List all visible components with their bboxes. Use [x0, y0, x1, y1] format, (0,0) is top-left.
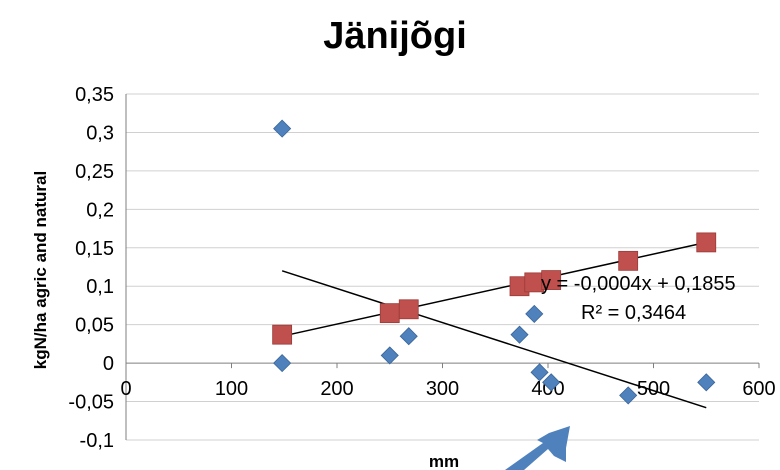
- trendline: [281, 270, 707, 409]
- data-point-diamond: [619, 386, 638, 405]
- r-squared-label: R² = 0,3464: [581, 302, 686, 324]
- data-point-diamond: [380, 346, 399, 365]
- data-point-square: [541, 270, 562, 290]
- data-point-diamond: [542, 373, 561, 392]
- y-tick-label: 0,2: [86, 199, 114, 221]
- data-point-diamond: [697, 373, 716, 392]
- y-axis-label: kgN/ha agric and natural: [31, 171, 50, 369]
- y-tick-label: 0: [103, 353, 114, 375]
- data-point-diamond: [530, 363, 549, 382]
- y-tick-label: 0,1: [86, 276, 114, 298]
- data-point-diamond: [510, 325, 529, 344]
- data-point-square: [398, 299, 419, 320]
- data-point-diamond: [525, 304, 544, 323]
- data-point-square: [696, 232, 717, 253]
- x-axis-label: mm: [429, 452, 459, 470]
- grid-lines: [125, 93, 760, 441]
- data-point-diamond: [399, 327, 418, 346]
- x-tick-label: 600: [742, 378, 775, 400]
- data-point-diamond: [273, 354, 292, 373]
- data-point-square: [379, 303, 400, 324]
- chart-title: Jänijõgi: [323, 15, 467, 57]
- x-tick-label: 100: [215, 378, 248, 400]
- trendline-equation: y = -0,0004x + 0,1855: [541, 273, 736, 295]
- x-tick-label: 300: [426, 378, 459, 400]
- data-point-diamond: [273, 119, 292, 138]
- y-tick-label: -0,1: [80, 430, 114, 452]
- x-tick-labels: 0 100 200 300 400 500 600: [120, 378, 775, 400]
- y-tick-label: 0,35: [75, 84, 114, 106]
- y-tick-labels: 0,35 0,3 0,25 0,2 0,15 0,1 0,05 0 -0,05 -0,1: [68, 84, 114, 452]
- x-tick-label: 200: [320, 378, 353, 400]
- x-tick-label: 500: [637, 378, 670, 400]
- y-tick-label: 0,05: [75, 315, 114, 337]
- data-point-square: [618, 250, 639, 271]
- data-point-square: [272, 324, 293, 345]
- y-tick-label: -0,05: [68, 392, 114, 414]
- y-tick-label: 0,25: [75, 161, 114, 183]
- y-tick-label: 0,3: [86, 122, 114, 144]
- x-tick-label: 0: [120, 378, 131, 400]
- data-points: [272, 119, 717, 405]
- y-tick-label: 0,15: [75, 238, 114, 260]
- arrow-icon: [505, 426, 570, 470]
